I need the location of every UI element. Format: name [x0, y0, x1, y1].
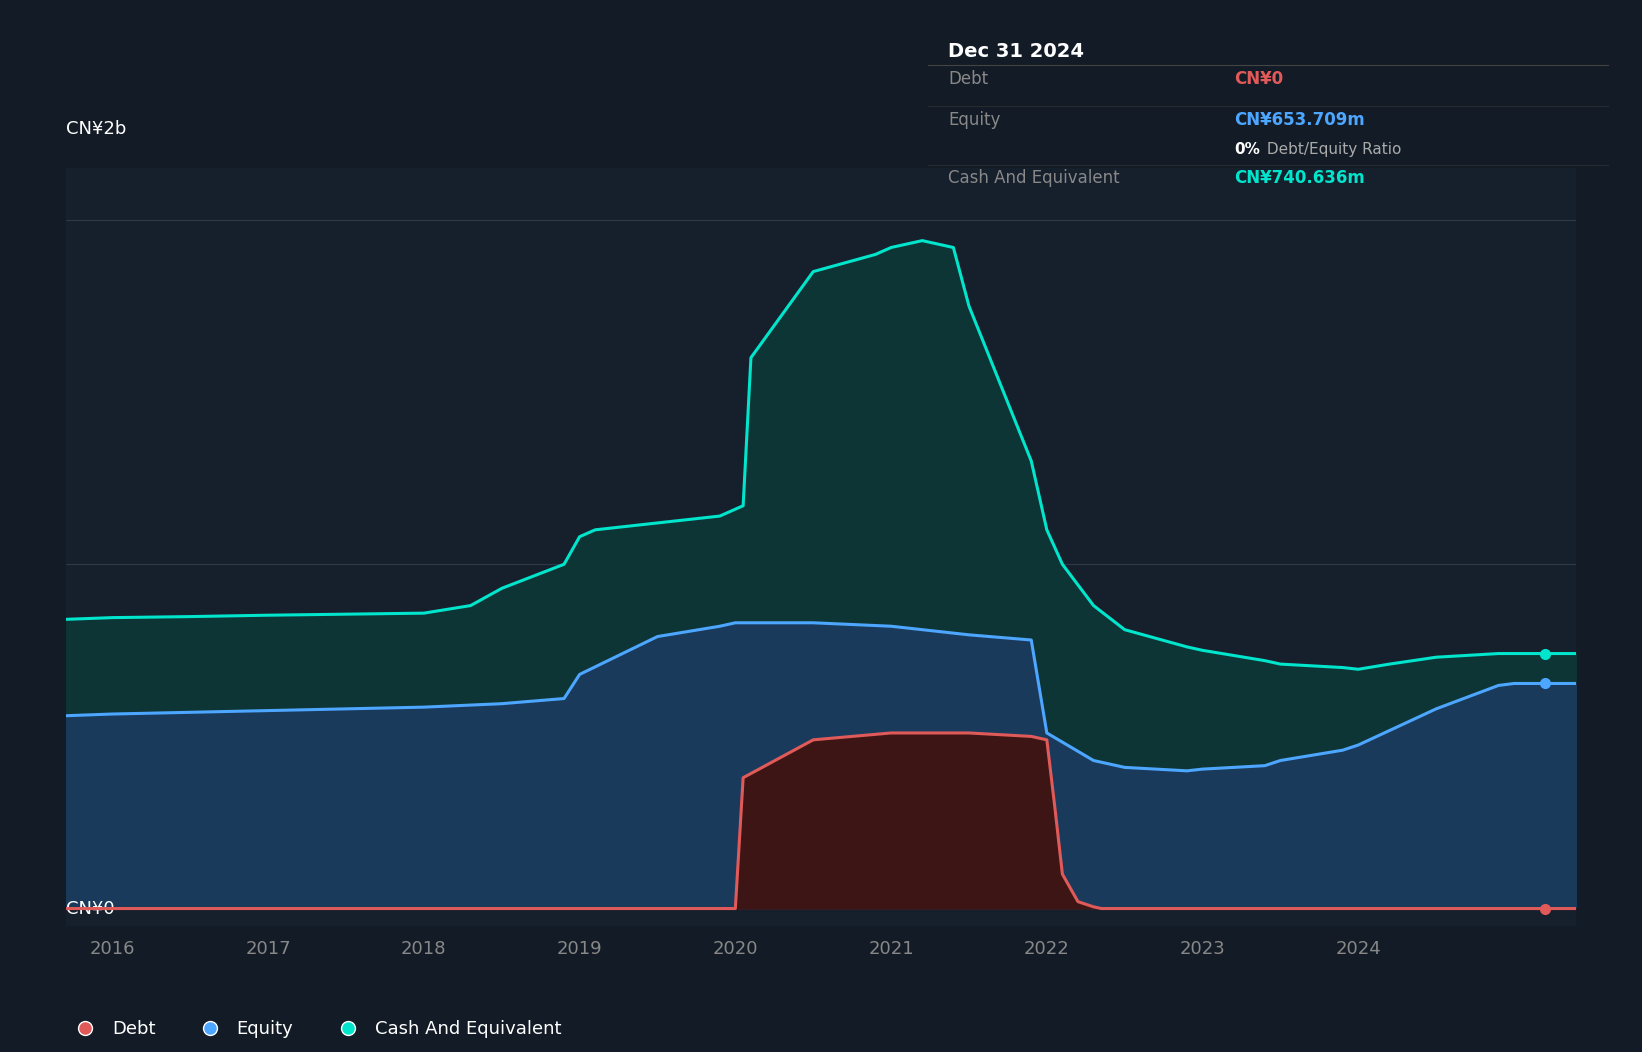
- Text: Dec 31 2024: Dec 31 2024: [947, 42, 1084, 61]
- Text: Debt: Debt: [947, 69, 988, 88]
- Text: 0%: 0%: [1235, 142, 1261, 157]
- Text: CN¥0: CN¥0: [66, 901, 115, 918]
- Text: Equity: Equity: [947, 110, 1000, 128]
- Text: Cash And Equivalent: Cash And Equivalent: [947, 169, 1120, 187]
- Text: CN¥740.636m: CN¥740.636m: [1235, 169, 1365, 187]
- Legend: Debt, Equity, Cash And Equivalent: Debt, Equity, Cash And Equivalent: [59, 1013, 568, 1046]
- Text: CN¥2b: CN¥2b: [66, 120, 126, 138]
- Text: CN¥653.709m: CN¥653.709m: [1235, 110, 1365, 128]
- Text: Debt/Equity Ratio: Debt/Equity Ratio: [1261, 142, 1401, 157]
- Text: CN¥0: CN¥0: [1235, 69, 1284, 88]
